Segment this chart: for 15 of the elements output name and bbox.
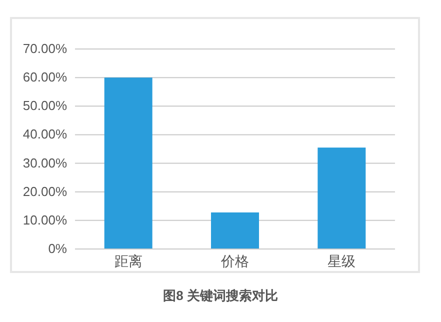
y-tick-label: 20.00% xyxy=(22,184,68,199)
y-tick-label: 70.00% xyxy=(22,41,68,56)
y-tick-label: 40.00% xyxy=(22,126,68,142)
y-tick-label: 10.00% xyxy=(22,212,68,228)
y-tick-label: 50.00% xyxy=(22,98,68,114)
x-tick-label: 价格 xyxy=(220,253,249,269)
y-tick-label: 0% xyxy=(48,241,68,256)
bar xyxy=(211,212,259,249)
bar xyxy=(104,78,152,249)
x-tick-label: 距离 xyxy=(114,253,142,269)
text: 图8 关键词搜索对比 xyxy=(163,288,278,303)
bar xyxy=(318,148,366,249)
x-tick-label: 星级 xyxy=(328,253,356,269)
y-tick-label: 60.00% xyxy=(22,70,68,85)
y-tick-label: 30.00% xyxy=(22,155,68,170)
